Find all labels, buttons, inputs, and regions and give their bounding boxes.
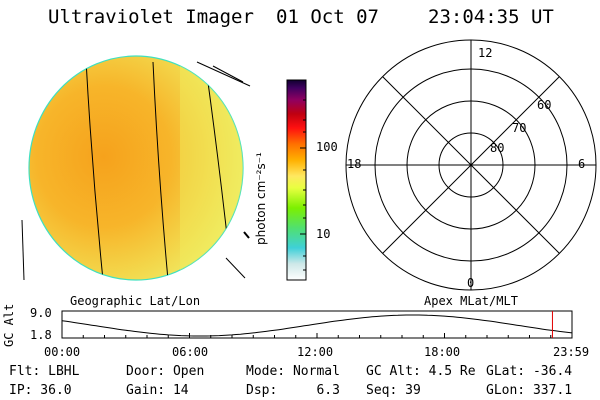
altitude-plot bbox=[61, 310, 573, 339]
polar-plot bbox=[345, 39, 597, 291]
alt-xtick-1: 06:00 bbox=[172, 345, 209, 359]
status-seq: Seq: 39 bbox=[366, 383, 421, 398]
color-bar bbox=[286, 79, 307, 281]
latitude-line bbox=[212, 65, 244, 83]
status-glat: GLat: -36.4 bbox=[486, 364, 573, 379]
longitude-line bbox=[152, 61, 169, 280]
status-gc-alt: GC Alt: 4.5 Re bbox=[366, 364, 476, 379]
longitude-line bbox=[225, 257, 246, 279]
longitude-line bbox=[85, 59, 104, 280]
mlt-label-bottom: 0 bbox=[467, 276, 475, 290]
mlt-label-right: 6 bbox=[578, 157, 586, 171]
alt-xtick-2: 12:00 bbox=[297, 345, 334, 359]
latitude-line bbox=[196, 61, 251, 87]
mlat-label-80: 80 bbox=[490, 141, 505, 155]
status-gain: Gain: 14 bbox=[126, 383, 189, 398]
status-filter: Flt: LBHL bbox=[9, 364, 80, 379]
status-ip: IP: 36.0 bbox=[9, 383, 72, 398]
geographic-title: Geographic Lat/Lon bbox=[70, 294, 201, 308]
mlt-label-left: 18 bbox=[347, 157, 362, 171]
mlt-label-top: 12 bbox=[478, 46, 493, 60]
altitude-curve bbox=[61, 314, 573, 337]
status-door: Door: Open bbox=[126, 364, 205, 379]
time-label: 23:04:35 UT bbox=[428, 6, 554, 28]
alt-xtick-0: 00:00 bbox=[44, 345, 81, 359]
alt-ylabel: GC Alt bbox=[2, 303, 16, 347]
coast-mark bbox=[243, 231, 250, 239]
altitude-x-ticks bbox=[61, 333, 573, 338]
colorbar-unit-label: photon cm⁻²s⁻¹ bbox=[254, 152, 268, 245]
alt-ymin-label: 1.8 bbox=[30, 328, 52, 342]
apex-title: Apex MLat/MLT bbox=[424, 294, 518, 308]
alt-xtick-4: 23:59 bbox=[553, 345, 590, 359]
longitude-line bbox=[21, 219, 25, 281]
status-mode: Mode: Normal bbox=[246, 364, 340, 379]
earth-image bbox=[21, 55, 251, 281]
date-label: 01 Oct 07 bbox=[276, 6, 379, 28]
status-glon: GLon: 337.1 bbox=[486, 383, 573, 398]
alt-ymax-label: 9.0 bbox=[30, 306, 52, 320]
instrument-title: Ultraviolet Imager bbox=[48, 6, 254, 28]
colorbar-tick-100: 100 bbox=[316, 140, 338, 154]
mlat-label-70: 70 bbox=[512, 121, 527, 135]
alt-xtick-3: 18:00 bbox=[424, 345, 461, 359]
colorbar-tick-10: 10 bbox=[316, 227, 331, 241]
mlat-label-60: 60 bbox=[537, 98, 552, 112]
status-dsp: Dsp: 6.3 bbox=[246, 383, 340, 398]
